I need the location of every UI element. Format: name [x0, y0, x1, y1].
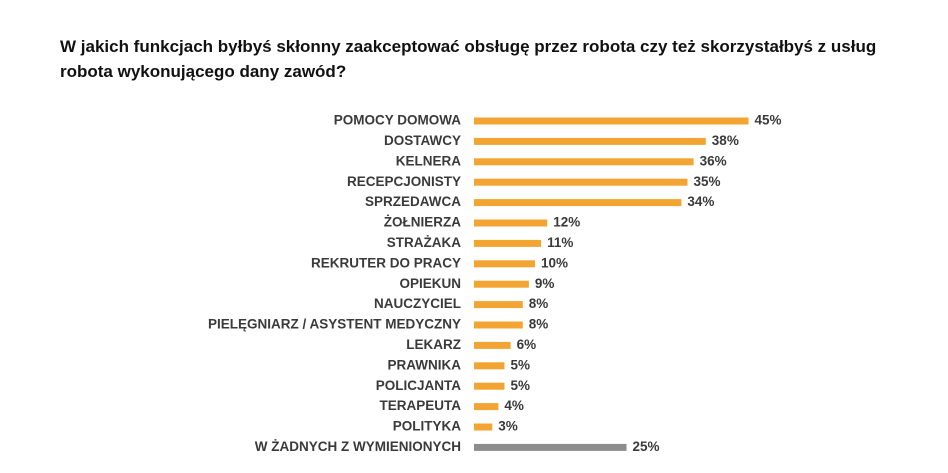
value-label: 12% [553, 215, 580, 230]
bar [474, 341, 511, 349]
bar [474, 280, 529, 288]
category-label: W ŻADNYCH Z WYMIENIONYCH [255, 439, 461, 454]
value-label: 34% [687, 194, 714, 209]
bar [474, 301, 523, 309]
category-label: SPRZEDAWCA [365, 194, 461, 209]
category-label: NAUCZYCIEL [374, 296, 461, 311]
category-label: REKRUTER DO PRACY [311, 255, 461, 270]
value-label: 25% [633, 439, 660, 454]
category-label: PRAWNIKA [388, 357, 462, 372]
category-label: LEKARZ [406, 337, 461, 352]
value-label: 4% [504, 398, 524, 413]
category-label: PIELĘGNIARZ / ASYSTENT MEDYCZNY [208, 317, 461, 332]
value-label: 45% [755, 113, 782, 128]
bar [474, 178, 688, 186]
category-label: POLICJANTA [376, 378, 462, 393]
value-label: 5% [511, 357, 531, 372]
bar [474, 260, 535, 268]
category-label: POMOCY DOMOWA [334, 113, 462, 128]
value-label: 10% [541, 255, 568, 270]
category-label: OPIEKUN [399, 276, 461, 291]
bar [474, 219, 548, 227]
bar [474, 382, 505, 390]
bar [474, 321, 523, 329]
category-label: ŻOŁNIERZA [384, 215, 461, 230]
bar [474, 158, 694, 166]
bar [474, 443, 627, 451]
value-label: 5% [511, 378, 531, 393]
category-label: DOSTAWCY [384, 133, 461, 148]
category-label: STRAŻAKA [387, 235, 461, 250]
chart-title: W jakich funkcjach byłbyś skłonny zaakce… [60, 37, 877, 81]
bar [474, 423, 493, 431]
category-label: KELNERA [396, 153, 462, 168]
value-label: 36% [700, 153, 727, 168]
bar [474, 137, 706, 145]
bar [474, 239, 542, 247]
value-label: 38% [712, 133, 739, 148]
bar [474, 362, 505, 370]
value-label: 8% [529, 317, 549, 332]
category-label: TERAPEUTA [379, 398, 461, 413]
value-label: 35% [694, 174, 721, 189]
value-label: 6% [517, 337, 537, 352]
bar [474, 403, 499, 411]
value-label: 11% [547, 235, 573, 250]
category-label: POLITYKA [393, 419, 462, 434]
value-label: 3% [498, 419, 518, 434]
bar [474, 199, 682, 207]
bar [474, 117, 749, 125]
value-label: 9% [535, 276, 555, 291]
category-label: RECEPCJONISTY [347, 174, 461, 189]
value-label: 8% [529, 296, 549, 311]
